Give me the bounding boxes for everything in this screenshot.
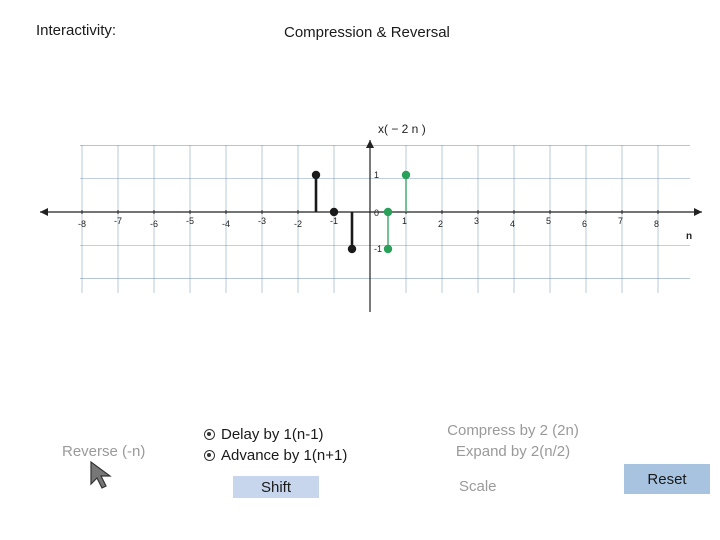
arrow-pointer-icon — [90, 460, 112, 489]
advance-radio[interactable] — [204, 450, 215, 461]
x-tick-label: -3 — [258, 216, 266, 226]
stem-point — [383, 244, 393, 254]
reset-button[interactable]: Reset — [624, 464, 710, 494]
stem-point — [401, 170, 411, 180]
scale-options: Compress by 2 (2n) Expand by 2(n/2) — [438, 422, 588, 464]
x-tick-label: -6 — [150, 219, 158, 229]
signal-plot: -8 -7 -6 -5 -4 -3 -2 -1 1 2 3 4 5 6 7 8 1 0 -1 x( − 2 n )… — [40, 122, 702, 312]
y-tick-labels: 1 0 -1 — [374, 170, 382, 254]
delay-option[interactable]: Delay by 1(n-1) — [204, 424, 347, 445]
x-tick-label: -1 — [330, 216, 338, 226]
interactivity-label: Interactivity: — [36, 22, 117, 39]
signal-stems — [311, 170, 411, 254]
y-tick-label: 1 — [374, 170, 379, 180]
x-tick-label: -2 — [294, 219, 302, 229]
x-tick-label: -8 — [78, 219, 86, 229]
y-tick-label: 0 — [374, 208, 379, 218]
x-tick-label: 7 — [618, 216, 623, 226]
advance-option[interactable]: Advance by 1(n+1) — [204, 445, 347, 466]
x-tick-label: 5 — [546, 216, 551, 226]
x-tick-label: -7 — [114, 216, 122, 226]
stem-point — [329, 207, 339, 217]
y-tick-label: -1 — [374, 244, 382, 254]
x-tick-label: 4 — [510, 219, 515, 229]
scale-button[interactable]: Scale — [459, 478, 497, 495]
x-tick-label: 8 — [654, 219, 659, 229]
reverse-button[interactable]: Reverse (-n) — [62, 443, 146, 460]
advance-label: Advance by 1(n+1) — [221, 447, 348, 464]
delay-radio[interactable] — [204, 429, 215, 440]
x-tick-label: 3 — [474, 216, 479, 226]
delay-label: Delay by 1(n-1) — [221, 426, 324, 443]
x-tick-labels: -8 -7 -6 -5 -4 -3 -2 -1 1 2 3 4 5 6 7 8 — [78, 210, 659, 229]
x-tick-label: 2 — [438, 219, 443, 229]
page-title: Compression & Reversal — [284, 24, 450, 41]
x-axis-label: n — [686, 231, 692, 242]
stem-point — [347, 244, 357, 254]
shift-options: Delay by 1(n-1) Advance by 1(n+1) — [204, 424, 347, 466]
plot-grid — [80, 145, 690, 293]
x-tick-label: 6 — [582, 219, 587, 229]
compress-option[interactable]: Compress by 2 (2n) — [447, 422, 579, 439]
plot-axes — [40, 140, 702, 312]
y-axis-arrow — [366, 140, 374, 148]
stem-point — [311, 170, 321, 180]
x-axis-arrow-left — [40, 208, 48, 216]
x-tick-label: -4 — [222, 219, 230, 229]
shift-button[interactable]: Shift — [233, 476, 319, 498]
chart-title: x( − 2 n ) — [378, 122, 426, 136]
x-tick-label: 1 — [402, 216, 407, 226]
x-tick-label: -5 — [186, 216, 194, 226]
x-axis-arrow-right — [694, 208, 702, 216]
expand-option[interactable]: Expand by 2(n/2) — [455, 443, 571, 460]
